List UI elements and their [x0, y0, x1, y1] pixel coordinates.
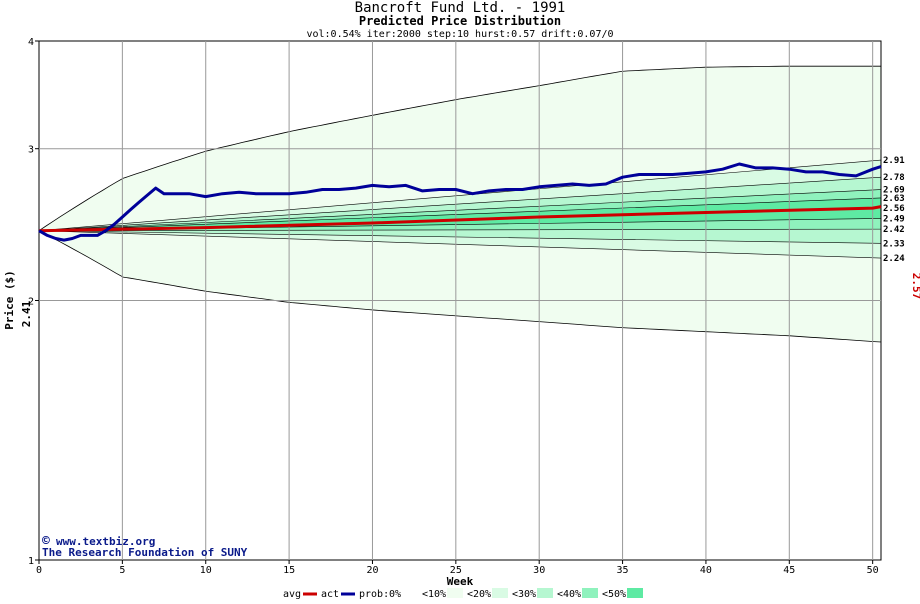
- x-tick-label: 25: [450, 565, 462, 576]
- legend-label-avg: avg: [283, 589, 301, 600]
- legend-swatch-label: <40%: [557, 589, 581, 600]
- legend-prob-label: prob:: [359, 589, 389, 600]
- series-act-line: [38, 162, 882, 242]
- legend: avg act prob: 0% <10% <20% <30% <40% <50%: [283, 588, 643, 600]
- credit: © www.textbiz.org The Research Foundatio…: [42, 534, 248, 559]
- credit-org: The Research Foundation of SUNY: [42, 546, 248, 559]
- band-value-label: 2.33: [883, 239, 905, 249]
- start-value-label: 2.41: [20, 300, 33, 327]
- legend-swatch: [492, 588, 508, 598]
- band-value-label: 2.24: [883, 254, 905, 264]
- y-tick-label: 2: [28, 297, 34, 308]
- legend-swatch: [447, 588, 463, 598]
- band-value-label: 2.49: [883, 214, 905, 224]
- band-boundary-0: [38, 159, 882, 231]
- y-tick-label: 3: [28, 145, 34, 156]
- band-value-label: 2.63: [883, 194, 905, 204]
- legend-swatch-label: <50%: [602, 589, 626, 600]
- x-tick-label: 50: [867, 565, 879, 576]
- probability-bands: [38, 65, 882, 343]
- copyright-icon: ©: [42, 534, 50, 549]
- legend-swatch: [627, 588, 643, 598]
- x-tick-label: 20: [366, 565, 378, 576]
- legend-swatch-label: 0%: [389, 589, 401, 600]
- y-tick-label: 1: [28, 556, 34, 567]
- axis-ticks: 0 5 10 15 20 25 30 35 40 45 50 1 2 3 4: [28, 37, 879, 576]
- band-value-label: 2.69: [883, 186, 905, 196]
- x-tick-label: 30: [533, 565, 545, 576]
- chart-params: vol:0.54% iter:2000 step:10 hurst:0.57 d…: [306, 29, 613, 40]
- x-tick-label: 40: [700, 565, 712, 576]
- chart-subtitle: Predicted Price Distribution: [359, 14, 561, 28]
- x-tick-label: 45: [783, 565, 795, 576]
- band-boundary-2: [38, 189, 882, 231]
- band-value-label: 2.78: [883, 173, 905, 183]
- x-tick-label: 5: [119, 565, 125, 576]
- x-axis-label: Week: [447, 575, 474, 588]
- grid: [38, 40, 882, 561]
- chart-title: Bancroft Fund Ltd. - 1991: [355, 0, 566, 16]
- legend-swatch-label: <10%: [422, 589, 446, 600]
- legend-swatch: [582, 588, 598, 598]
- band-value-labels: 2.91 2.78 2.692.632.562.492.42 2.33 2.24: [883, 156, 905, 264]
- x-tick-label: 35: [617, 565, 629, 576]
- y-axis-label: Price ($): [3, 270, 16, 330]
- x-tick-label: 15: [283, 565, 295, 576]
- legend-swatch-label: <30%: [512, 589, 536, 600]
- band-value-label: 2.91: [883, 156, 905, 166]
- legend-swatch-label: <20%: [467, 589, 491, 600]
- legend-swatch: [402, 588, 418, 598]
- x-tick-label: 0: [36, 565, 42, 576]
- legend-swatch: [537, 588, 553, 598]
- legend-label-act: act: [321, 589, 339, 600]
- series-avg-line: [38, 205, 882, 233]
- band-boundary-7: [38, 230, 882, 259]
- band-value-label: 2.56: [883, 204, 905, 214]
- band-boundary-5: [38, 228, 882, 231]
- y-tick-label: 4: [28, 37, 34, 48]
- end-value-label: 2.57: [910, 273, 920, 300]
- series-lines: [38, 162, 882, 242]
- credit-site: www.textbiz.org: [56, 535, 155, 548]
- band-boundary-6: [38, 230, 882, 244]
- band-boundary-3: [38, 197, 882, 231]
- band-boundary-1: [38, 176, 882, 231]
- band-5: [39, 229, 881, 244]
- x-tick-label: 10: [200, 565, 212, 576]
- band-value-label: 2.42: [883, 225, 905, 235]
